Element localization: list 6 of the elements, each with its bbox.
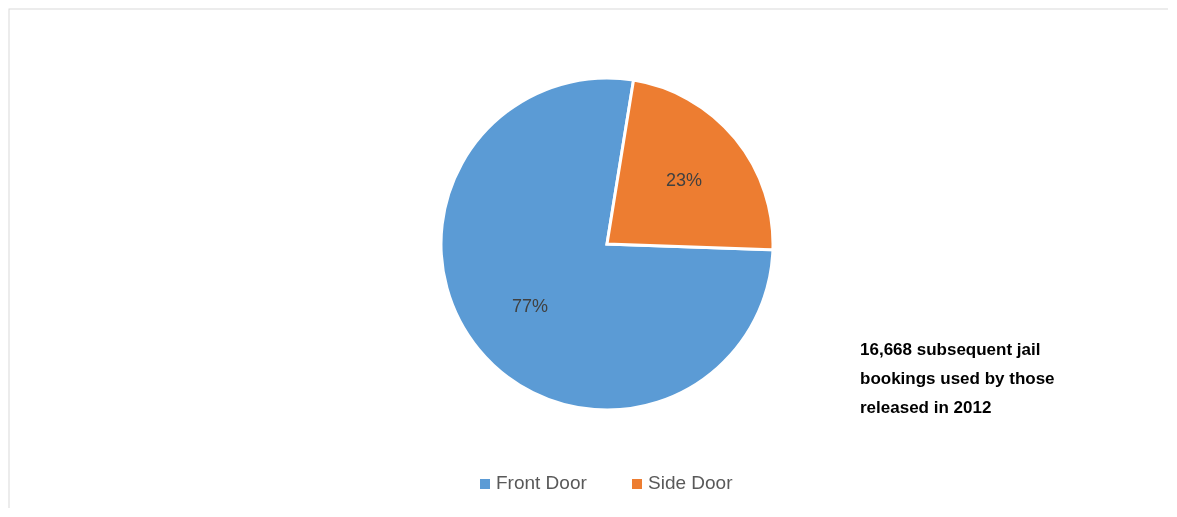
- legend-label: Side Door: [648, 472, 734, 493]
- data-label: 77%: [512, 295, 549, 316]
- text: 16,668 subsequent jail bookings used by those released in 2012: [860, 340, 1055, 417]
- pie-slice: [439, 76, 775, 412]
- data-label: 23%: [665, 169, 702, 190]
- legend-label: Front Door: [496, 472, 588, 493]
